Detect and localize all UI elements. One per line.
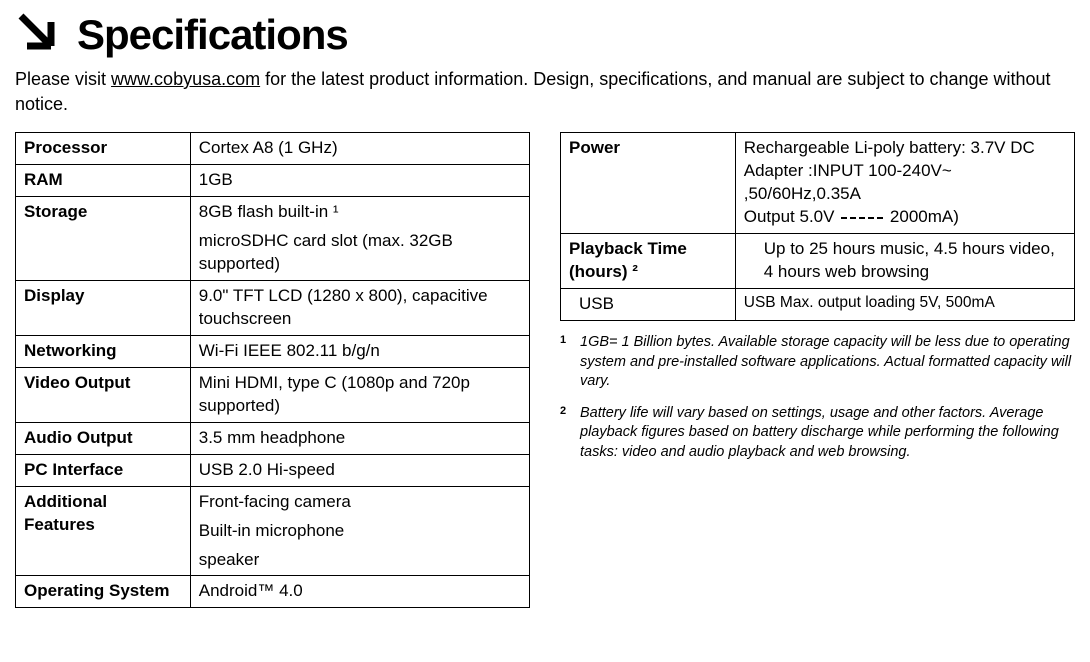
spec-label: Storage xyxy=(16,197,191,281)
spec-value: 3.5 mm headphone xyxy=(190,422,529,454)
spec-label: Power xyxy=(561,133,736,234)
spec-label: Processor xyxy=(16,133,191,165)
table-row: Audio Output3.5 mm headphone xyxy=(16,422,530,454)
page-header: Specifications xyxy=(15,10,1075,59)
arrow-icon xyxy=(15,10,57,59)
spec-label: Audio Output xyxy=(16,422,191,454)
table-row: Operating SystemAndroid™ 4.0 xyxy=(16,576,530,608)
spec-value-line: Built-in microphone xyxy=(199,520,521,543)
spec-value-line: speaker xyxy=(199,549,521,572)
spec-value: Rechargeable Li-poly battery: 3.7V DC Ad… xyxy=(735,133,1074,234)
spec-label: RAM xyxy=(16,165,191,197)
columns: ProcessorCortex A8 (1 GHz) RAM1GB Storag… xyxy=(15,132,1075,608)
table-row: Additional Features Front-facing camera Bu… xyxy=(16,486,530,576)
table-row: USB USB Max. output loading 5V, 500mA xyxy=(561,289,1075,321)
spec-value-line: microSDHC card slot (max. 32GB supported… xyxy=(199,230,521,276)
footnote: 2 Battery life will vary based on settin… xyxy=(560,404,1075,463)
spec-label: Playback Time (hours) ² xyxy=(561,234,736,289)
footnote-text: Battery life will vary based on settings… xyxy=(580,404,1075,463)
table-row: ProcessorCortex A8 (1 GHz) xyxy=(16,133,530,165)
left-column: ProcessorCortex A8 (1 GHz) RAM1GB Storag… xyxy=(15,132,530,608)
power-line: Rechargeable Li-poly battery: 3.7V DC xyxy=(744,137,1066,160)
table-row: Video OutputMini HDMI, type C (1080p and… xyxy=(16,367,530,422)
right-column: Power Rechargeable Li-poly battery: 3.7V… xyxy=(560,132,1075,462)
power-line: Adapter :INPUT 100-240V~ ,50/60Hz,0.35A xyxy=(744,160,1066,206)
intro-pre: Please visit xyxy=(15,69,111,89)
footnote-num: 1 xyxy=(560,333,570,392)
footnote: 1 1GB= 1 Billion bytes. Available storag… xyxy=(560,333,1075,392)
table-row: PC InterfaceUSB 2.0 Hi-speed xyxy=(16,454,530,486)
table-row: NetworkingWi-Fi IEEE 802.11 b/g/n xyxy=(16,335,530,367)
spec-label: Display xyxy=(16,281,191,336)
footnote-text: 1GB= 1 Billion bytes. Available storage … xyxy=(580,333,1075,392)
spec-label: Operating System xyxy=(16,576,191,608)
spec-value: USB Max. output loading 5V, 500mA xyxy=(735,289,1074,321)
spec-label: Additional Features xyxy=(16,486,191,576)
table-row: Power Rechargeable Li-poly battery: 3.7V… xyxy=(561,133,1075,234)
spec-value: Mini HDMI, type C (1080p and 720p suppor… xyxy=(190,367,529,422)
spec-value: Front-facing camera Built-in microphone sp… xyxy=(190,486,529,576)
spec-label: Networking xyxy=(16,335,191,367)
table-row: Storage 8GB flash built-in ¹ microSDHC car… xyxy=(16,197,530,281)
spec-value: 9.0" TFT LCD (1280 x 800), capacitive to… xyxy=(190,281,529,336)
spec-value: Wi-Fi IEEE 802.11 b/g/n xyxy=(190,335,529,367)
table-row: RAM1GB xyxy=(16,165,530,197)
spec-value-line: Front-facing camera xyxy=(199,492,351,511)
spec-table-right: Power Rechargeable Li-poly battery: 3.7V… xyxy=(560,132,1075,321)
spec-table-left: ProcessorCortex A8 (1 GHz) RAM1GB Storag… xyxy=(15,132,530,608)
spec-value-line: 8GB flash built-in ¹ xyxy=(199,202,339,221)
page-title: Specifications xyxy=(77,11,348,59)
table-row: Playback Time (hours) ² Up to 25 hours m… xyxy=(561,234,1075,289)
intro-text: Please visit www.cobyusa.com for the lat… xyxy=(15,67,1075,117)
spec-label: PC Interface xyxy=(16,454,191,486)
spec-value: Up to 25 hours music, 4.5 hours video, 4… xyxy=(735,234,1074,289)
spec-value: 8GB flash built-in ¹ microSDHC card slot … xyxy=(190,197,529,281)
power-text: 2000mA) xyxy=(885,207,959,226)
footnote-num: 2 xyxy=(560,404,570,463)
spec-value: USB 2.0 Hi-speed xyxy=(190,454,529,486)
spec-value: Android™ 4.0 xyxy=(190,576,529,608)
spec-label: Video Output xyxy=(16,367,191,422)
power-text: Output 5.0V xyxy=(744,207,839,226)
intro-link[interactable]: www.cobyusa.com xyxy=(111,69,260,89)
spec-label: USB xyxy=(561,289,736,321)
spec-value: Cortex A8 (1 GHz) xyxy=(190,133,529,165)
dash-icon xyxy=(841,217,883,219)
table-row: Display9.0" TFT LCD (1280 x 800), capaci… xyxy=(16,281,530,336)
spec-value: 1GB xyxy=(190,165,529,197)
power-line: Output 5.0V 2000mA) xyxy=(744,206,1066,229)
playback-text: Up to 25 hours music, 4.5 hours video, 4… xyxy=(764,239,1055,281)
